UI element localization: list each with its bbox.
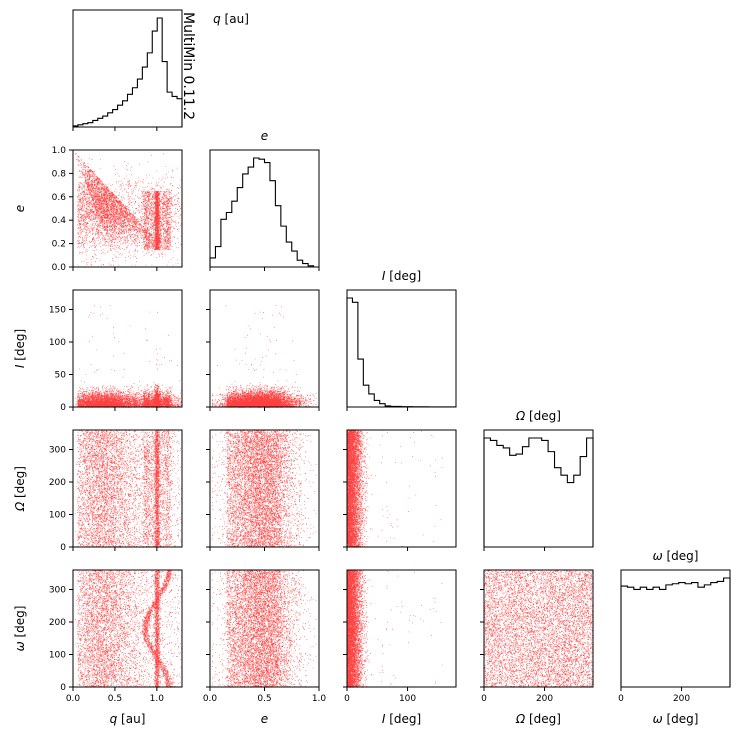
y-tick-label: 0.6 bbox=[52, 193, 67, 203]
watermark-text: MultiMin 0.11.2 bbox=[180, 12, 196, 120]
y-tick-label: 0.2 bbox=[52, 240, 66, 250]
x-tick-label: 0.0 bbox=[203, 694, 218, 704]
hist-frame-I bbox=[346, 289, 457, 408]
panel-title-q: q [au] bbox=[213, 12, 249, 26]
scatter-points bbox=[484, 570, 594, 688]
panel-title-I: I [deg] bbox=[382, 269, 421, 283]
scatter-panel-e-Omega bbox=[212, 430, 317, 548]
y-tick-label: 0 bbox=[60, 403, 66, 413]
scatter-panel-I-Omega bbox=[347, 430, 443, 548]
scatter-panel-e-I bbox=[212, 305, 317, 408]
panel-frame bbox=[483, 569, 594, 688]
y-tick-label: 100 bbox=[49, 338, 66, 348]
x-axis-label-I: I [deg] bbox=[382, 712, 421, 726]
axes-layer bbox=[69, 9, 731, 691]
y-tick-label: 0.4 bbox=[52, 216, 67, 226]
panel-frame bbox=[346, 429, 457, 548]
scatter-points bbox=[74, 570, 183, 688]
hist-frame-q bbox=[72, 9, 183, 128]
x-tick-label: 0 bbox=[481, 694, 487, 704]
x-axis-label-q: q [au] bbox=[110, 712, 146, 726]
y-tick-label: 200 bbox=[49, 618, 66, 628]
scatter-points bbox=[212, 305, 317, 408]
histogram-Omega bbox=[483, 437, 594, 547]
panel-frame bbox=[72, 569, 183, 688]
panel-frame bbox=[72, 429, 183, 548]
x-tick-label: 200 bbox=[673, 694, 690, 704]
histogram-omega bbox=[620, 577, 731, 687]
x-tick-label: 0.5 bbox=[108, 694, 122, 704]
scatter-panel-q-omega bbox=[74, 570, 183, 688]
y-tick-label: 0 bbox=[60, 683, 66, 693]
x-tick-label: 0 bbox=[618, 694, 624, 704]
x-tick-label: 100 bbox=[399, 694, 416, 704]
y-tick-label: 0.0 bbox=[52, 263, 67, 273]
scatter-panel-q-e bbox=[74, 153, 183, 266]
scatter-panel-e-omega bbox=[212, 570, 317, 688]
x-tick-label: 0 bbox=[344, 694, 350, 704]
scatter-points bbox=[347, 430, 443, 548]
text-layer: q [au] e I [deg] Ω [deg] ω [deg] 0.0 0.5 1.0 q [… bbox=[13, 12, 698, 726]
scatter-panel-q-Omega bbox=[74, 430, 183, 548]
x-tick-label: 0.5 bbox=[257, 694, 271, 704]
scatter-layer bbox=[74, 153, 594, 688]
y-tick-label: 200 bbox=[49, 478, 66, 488]
y-tick-label: 0.8 bbox=[52, 169, 67, 179]
panel-frame bbox=[72, 149, 183, 268]
scatter-panel-Omega-omega bbox=[484, 570, 594, 688]
scatter-points bbox=[347, 570, 443, 688]
scatter-points bbox=[212, 570, 317, 688]
panel-title-omega: ω [deg] bbox=[653, 549, 699, 563]
scatter-points bbox=[74, 153, 183, 266]
panel-title-Omega: Ω [deg] bbox=[515, 409, 561, 423]
panel-title-e: e bbox=[261, 129, 268, 143]
scatter-panel-I-omega bbox=[347, 570, 443, 688]
x-tick-label: 1.0 bbox=[150, 694, 165, 704]
histogram-q bbox=[72, 17, 183, 127]
histogram-layer bbox=[72, 17, 731, 687]
x-axis-label-e: e bbox=[261, 712, 268, 726]
hist-frame-e bbox=[209, 149, 320, 268]
y-tick-label: 300 bbox=[49, 446, 66, 456]
y-axis-label-e: e bbox=[13, 205, 27, 212]
y-tick-label: 50 bbox=[55, 371, 67, 381]
x-tick-label: 1.0 bbox=[312, 694, 327, 704]
hist-frame-omega bbox=[620, 569, 731, 688]
y-tick-label: 1.0 bbox=[52, 146, 67, 156]
x-tick-label: 200 bbox=[536, 694, 553, 704]
y-axis-label-I: I [deg] bbox=[13, 329, 27, 368]
scatter-points bbox=[74, 430, 183, 548]
x-tick-label: 0.0 bbox=[66, 694, 81, 704]
y-tick-label: 150 bbox=[49, 306, 66, 316]
histogram-I bbox=[346, 297, 457, 408]
y-axis-label-omega: ω [deg] bbox=[13, 606, 27, 652]
scatter-panel-q-I bbox=[74, 305, 183, 408]
scatter-points bbox=[212, 430, 317, 548]
y-axis-label-Omega: Ω [deg] bbox=[13, 466, 27, 512]
scatter-points bbox=[74, 305, 183, 408]
y-tick-label: 0 bbox=[60, 543, 66, 553]
panel-frame bbox=[209, 289, 320, 408]
y-tick-label: 100 bbox=[49, 511, 66, 521]
y-tick-label: 300 bbox=[49, 586, 66, 596]
x-axis-label-Omega: Ω [deg] bbox=[515, 712, 561, 726]
x-axis-label-omega: ω [deg] bbox=[653, 712, 699, 726]
y-tick-label: 100 bbox=[49, 651, 66, 661]
panel-frame bbox=[72, 289, 183, 408]
panel-frame bbox=[346, 569, 457, 688]
histogram-e bbox=[209, 157, 319, 268]
hist-frame-Omega bbox=[483, 429, 594, 548]
